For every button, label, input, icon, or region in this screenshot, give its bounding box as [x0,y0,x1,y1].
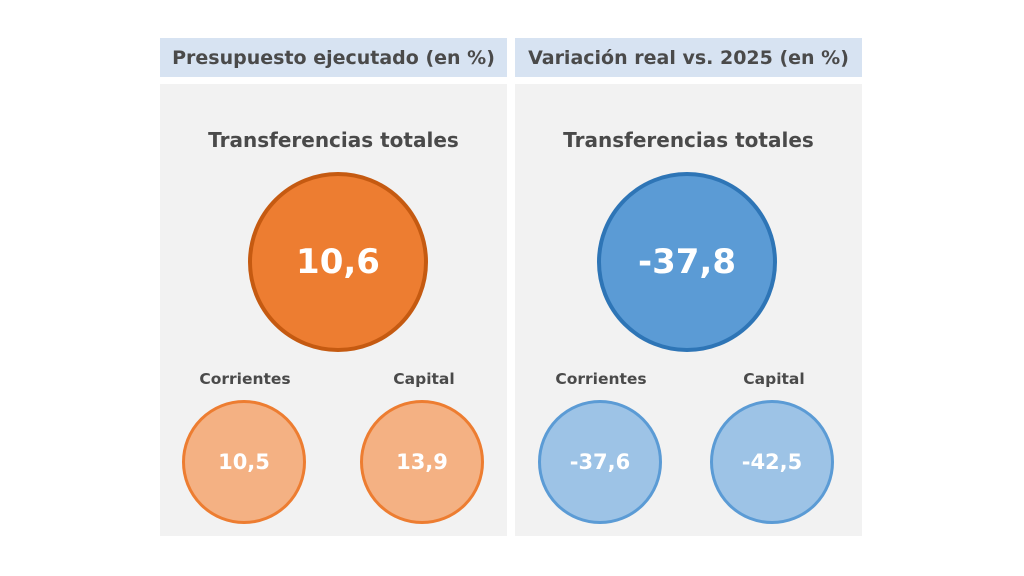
bubble-corrientes-variation: -37,6 [538,400,662,524]
total-bubble-variation: -37,8 [597,172,777,352]
total-bubble-executed: 10,6 [248,172,428,352]
section-title-variation: Transferencias totales [563,128,814,152]
bubble-capital-variation: -42,5 [710,400,834,524]
label-capital-executed: Capital [393,370,455,388]
label-corrientes-executed: Corrientes [199,370,291,388]
section-title-executed: Transferencias totales [208,128,459,152]
panel-header-variation: Variación real vs. 2025 (en %) [515,38,862,77]
label-capital-variation: Capital [743,370,805,388]
bubble-capital-executed: 13,9 [360,400,484,524]
bubble-corrientes-executed: 10,5 [182,400,306,524]
label-corrientes-variation: Corrientes [555,370,647,388]
panel-header-executed: Presupuesto ejecutado (en %) [160,38,507,77]
